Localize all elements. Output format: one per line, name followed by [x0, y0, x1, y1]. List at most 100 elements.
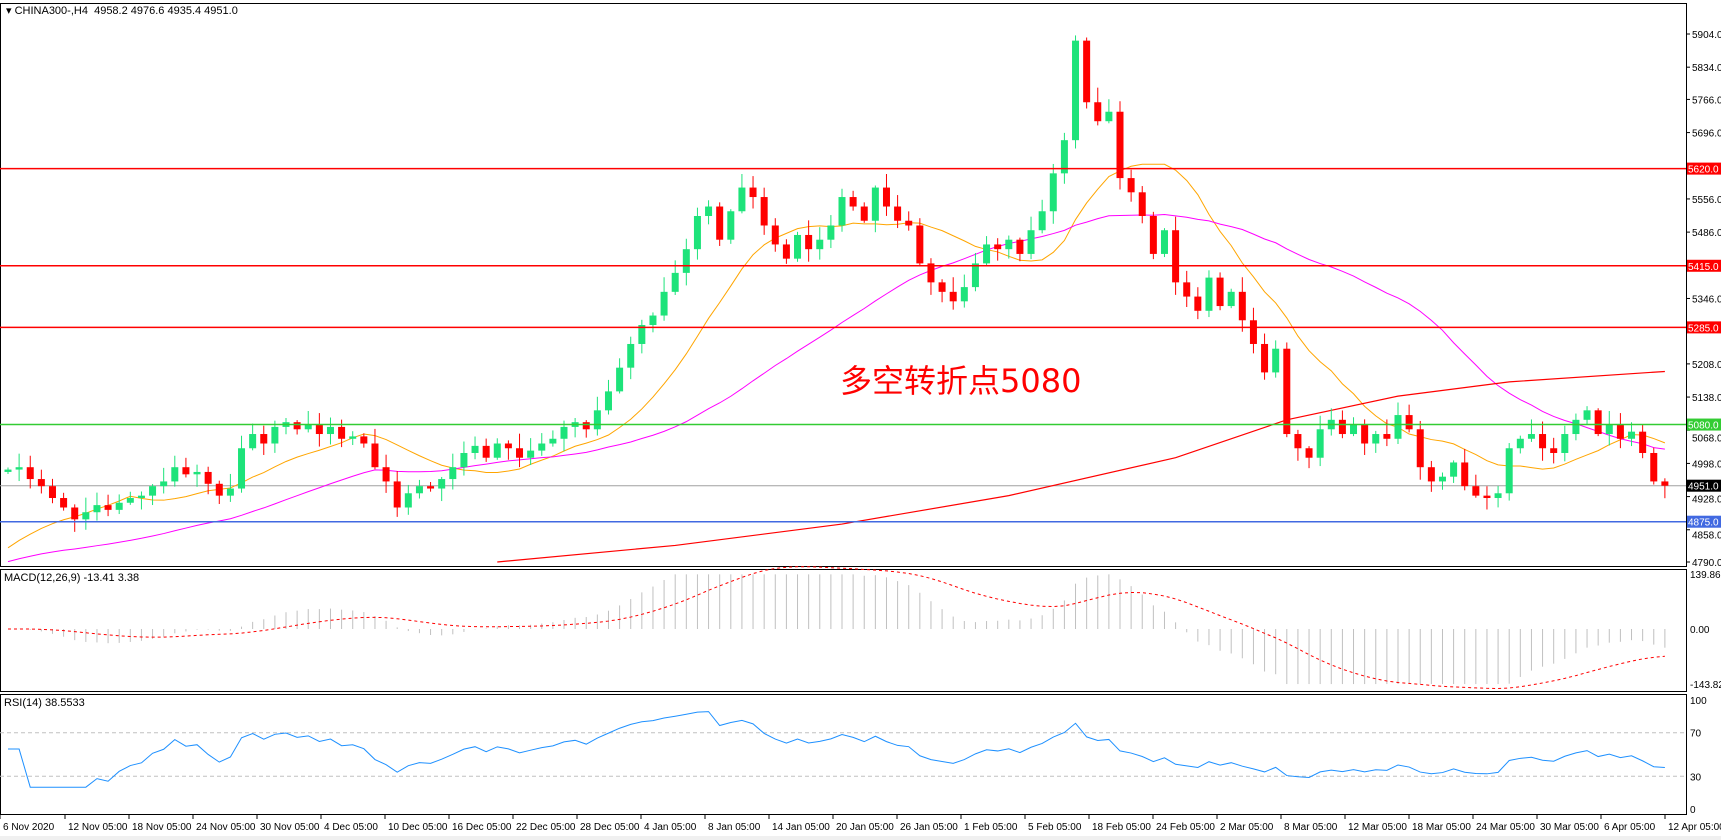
- candle: [326, 417, 334, 445]
- candle-body: [649, 315, 657, 326]
- rsi-label: RSI(14) 38.5533: [4, 697, 85, 709]
- level-label-bg: [1687, 162, 1721, 175]
- candle-body: [527, 450, 535, 458]
- candle-body: [438, 479, 446, 489]
- candle: [1327, 408, 1335, 436]
- rsi-panel-frame: [0, 694, 1687, 815]
- level-label-bg: [1687, 418, 1721, 431]
- candle-body: [404, 493, 412, 508]
- candle-body: [983, 244, 991, 264]
- price-tick-label: 4858.0: [1692, 531, 1721, 542]
- candle-body: [260, 434, 268, 444]
- time-tick-label: 18 Nov 05:00: [132, 822, 192, 833]
- candle: [1049, 163, 1057, 224]
- candle-body: [1016, 239, 1024, 254]
- candle-body: [660, 291, 668, 316]
- candle-body: [160, 481, 168, 487]
- candle: [627, 336, 635, 380]
- current-price-label-bg: [1687, 479, 1721, 492]
- candle-body: [582, 422, 590, 430]
- candle-body: [638, 325, 646, 344]
- price-tick-label: 4998.0: [1692, 459, 1721, 470]
- price-tick-label: 5068.0: [1692, 434, 1721, 445]
- candle: [449, 453, 457, 490]
- candle-body: [516, 448, 524, 458]
- candle: [1172, 216, 1180, 295]
- time-tick-label: 2 Mar 05:00: [1220, 822, 1274, 833]
- candle-body: [493, 443, 501, 458]
- candle-body: [1038, 211, 1046, 231]
- candle: [160, 467, 168, 494]
- candle: [427, 481, 435, 492]
- candle: [1583, 406, 1591, 424]
- candle: [894, 195, 902, 229]
- candle-body: [994, 244, 1002, 250]
- candle-body: [1516, 438, 1524, 449]
- candle-body: [60, 498, 68, 508]
- time-tick-label: 22 Dec 05:00: [516, 822, 576, 833]
- candle: [60, 492, 68, 511]
- time-tick-label: 30 Nov 05:00: [260, 822, 320, 833]
- candle: [193, 464, 201, 487]
- candle: [1605, 410, 1613, 446]
- candle: [1394, 402, 1402, 444]
- candle: [971, 252, 979, 292]
- candle: [171, 455, 179, 487]
- candle: [1561, 425, 1569, 462]
- candle: [1572, 413, 1580, 441]
- candle: [1127, 169, 1135, 202]
- level-label-bg: [1687, 259, 1721, 272]
- candle: [682, 238, 690, 286]
- candle: [315, 413, 323, 447]
- candle: [1450, 460, 1458, 483]
- candle: [660, 277, 668, 321]
- candle: [1261, 333, 1269, 380]
- candle: [882, 174, 890, 216]
- level-label: 5415.0: [1688, 262, 1719, 273]
- candle: [1160, 228, 1168, 258]
- candle-body: [1127, 178, 1135, 193]
- candle: [371, 428, 379, 470]
- candle: [338, 419, 346, 448]
- price-tick-label: 5696.0: [1692, 129, 1721, 140]
- ma-mid-line: [7, 213, 1665, 563]
- candle-body: [604, 391, 612, 411]
- candle: [1283, 342, 1291, 438]
- candle: [538, 433, 546, 456]
- time-tick-label: 6 Apr 05:00: [1604, 822, 1656, 833]
- candle-body: [1283, 348, 1291, 435]
- time-tick-label: 12 Nov 05:00: [68, 822, 128, 833]
- time-tick-label: 5 Feb 05:00: [1028, 822, 1082, 833]
- time-tick-label: 24 Nov 05:00: [196, 822, 256, 833]
- candle-body: [849, 197, 857, 207]
- candle-body: [415, 486, 423, 494]
- candle-body: [171, 467, 179, 482]
- candle-body: [249, 434, 257, 449]
- candle-body: [149, 486, 157, 496]
- candle: [149, 484, 157, 506]
- candle-body: [916, 225, 924, 264]
- price-tick-label: 5834.0: [1692, 63, 1721, 74]
- candle-body: [949, 291, 957, 302]
- candle-body: [93, 505, 101, 513]
- candle: [1472, 474, 1480, 498]
- candle: [638, 319, 646, 354]
- candle-body: [738, 187, 746, 212]
- ma-fast-line: [7, 163, 1666, 549]
- candle-body: [1505, 448, 1513, 494]
- candle: [249, 423, 257, 451]
- candle-body: [304, 424, 312, 430]
- ohlc-label: 4958.2 4976.6 4935.4 4951.0: [94, 5, 238, 17]
- candle-body: [1361, 424, 1369, 444]
- candle: [137, 491, 145, 510]
- candle-body: [816, 239, 824, 250]
- macd-panel-frame: [0, 569, 1687, 692]
- collapse-triangle-icon[interactable]: ▾: [6, 5, 12, 17]
- candle-body: [471, 445, 479, 453]
- candle: [293, 420, 301, 435]
- candle: [93, 492, 101, 521]
- candle: [1628, 422, 1636, 447]
- candle-body: [1539, 434, 1547, 449]
- candle: [460, 441, 468, 476]
